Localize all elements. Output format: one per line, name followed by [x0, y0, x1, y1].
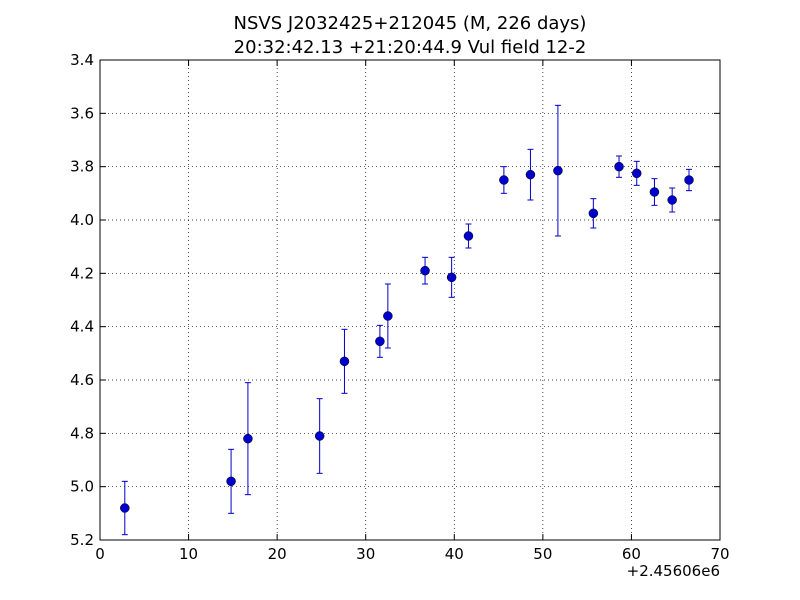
x-tick-label: 10 — [179, 545, 198, 563]
data-point-group — [375, 324, 385, 358]
data-point-group — [243, 382, 253, 496]
y-tick-label: 5.2 — [70, 531, 94, 549]
data-point-group — [339, 328, 350, 394]
data-point-group — [499, 166, 509, 194]
data-series — [120, 104, 694, 536]
y-tick-label: 5.0 — [70, 478, 94, 496]
y-tick-label: 4.4 — [70, 318, 94, 336]
x-tick-label: 40 — [445, 545, 464, 563]
y-tick-label: 3.8 — [70, 158, 94, 176]
data-point-group — [446, 256, 457, 298]
x-tick-label: 50 — [533, 545, 552, 563]
y-tick-label: 3.4 — [70, 51, 94, 69]
axis-ticks: 0 10 20 30 40 50 60 70 3.4 3.6 3.8 4.0 4.2 4.4 4.6 4.8 5… — [70, 51, 729, 563]
data-point-group — [314, 398, 325, 474]
y-tick-label: 4.0 — [70, 211, 94, 229]
data-point-group — [684, 168, 694, 192]
data-point-group — [667, 187, 677, 213]
data-point — [463, 231, 474, 241]
data-point — [339, 356, 350, 367]
data-point — [553, 165, 563, 176]
data-point — [420, 265, 430, 276]
y-tick-label: 4.8 — [70, 424, 94, 442]
plot-frame — [99, 59, 721, 541]
data-point — [499, 175, 509, 185]
data-point-group — [525, 148, 536, 201]
data-point-group — [553, 104, 563, 237]
data-point-group — [420, 256, 430, 285]
data-point — [649, 187, 660, 197]
data-point — [684, 175, 694, 185]
data-point — [243, 433, 253, 444]
x-tick-label: 20 — [268, 545, 287, 563]
data-point-group — [631, 160, 642, 186]
data-point — [375, 336, 385, 347]
grid — [100, 60, 720, 540]
x-tick-label: 0 — [95, 545, 105, 563]
data-point — [631, 168, 642, 179]
data-point-group — [226, 448, 236, 514]
data-point — [588, 208, 599, 219]
x-tick-label: 60 — [622, 545, 641, 563]
x-tick-label: 70 — [710, 545, 729, 563]
data-point — [226, 476, 236, 487]
data-point-group — [383, 283, 393, 349]
x-tick-label: 30 — [356, 545, 375, 563]
y-tick-label: 3.6 — [70, 104, 94, 122]
data-point — [383, 311, 393, 321]
data-point — [446, 272, 457, 283]
data-point — [525, 169, 536, 180]
data-point-group — [614, 155, 624, 178]
data-point-group — [463, 223, 474, 249]
data-point — [667, 195, 677, 205]
data-point-group — [588, 198, 599, 229]
data-point — [120, 503, 130, 513]
y-tick-label: 4.6 — [70, 371, 94, 389]
data-point — [314, 431, 325, 441]
y-tick-label: 4.2 — [70, 264, 94, 282]
data-point-group — [120, 480, 130, 536]
x-offset-label: +2.45606e6 — [627, 562, 720, 580]
data-point — [614, 161, 624, 172]
chart-title-line-1: NSVS J2032425+212045 (M, 226 days) — [234, 13, 587, 34]
chart-title-line-2: 20:32:42.13 +21:20:44.9 Vul field 12-2 — [234, 37, 587, 58]
data-point-group — [649, 178, 660, 206]
